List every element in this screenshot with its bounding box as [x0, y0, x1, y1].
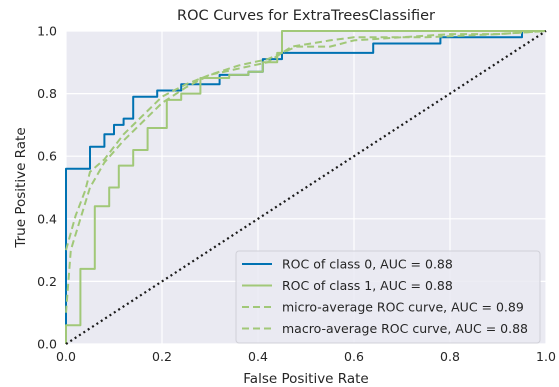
chart-title: ROC Curves for ExtraTreesClassifier	[177, 8, 435, 24]
roc-curves	[65, 30, 547, 345]
y-tick-label-2: 0.4	[37, 211, 57, 226]
y-tick-label-4: 0.8	[37, 86, 57, 101]
y-tick-label-5: 1.0	[37, 24, 57, 39]
x-axis-label: False Positive Rate	[243, 371, 368, 387]
x-tick-label-1: 0.2	[152, 349, 172, 364]
y-axis-label: True Positive Rate	[13, 127, 29, 248]
grid-lines	[65, 30, 547, 345]
x-tick-label-0: 0.0	[56, 349, 76, 364]
series-line-3	[65, 30, 547, 313]
x-tick-label-5: 1.0	[536, 349, 556, 364]
series-line-4	[65, 30, 547, 345]
x-tick-label-4: 0.8	[440, 349, 460, 364]
y-tick-label-3: 0.6	[37, 149, 57, 164]
y-tick-label-1: 0.2	[37, 274, 57, 289]
series-line-2	[65, 30, 547, 251]
legend-label-1: ROC of class 1, AUC = 0.88	[282, 278, 453, 293]
x-tick-labels: 0.0 0.2 0.4 0.6 0.8 1.0	[56, 349, 556, 364]
y-tick-labels: 0.0 0.2 0.4 0.6 0.8 1.0	[37, 24, 57, 352]
y-tick-label-0: 0.0	[37, 337, 57, 352]
legend: ROC of class 0, AUC = 0.88 ROC of class 1…	[235, 250, 541, 344]
x-tick-label-2: 0.4	[248, 349, 268, 364]
legend-box	[235, 250, 541, 344]
legend-label-0: ROC of class 0, AUC = 0.88	[282, 257, 453, 272]
x-tick-label-3: 0.6	[344, 349, 364, 364]
legend-label-2: micro-average ROC curve, AUC = 0.89	[282, 300, 524, 315]
legend-label-3: macro-average ROC curve, AUC = 0.88	[282, 321, 528, 336]
